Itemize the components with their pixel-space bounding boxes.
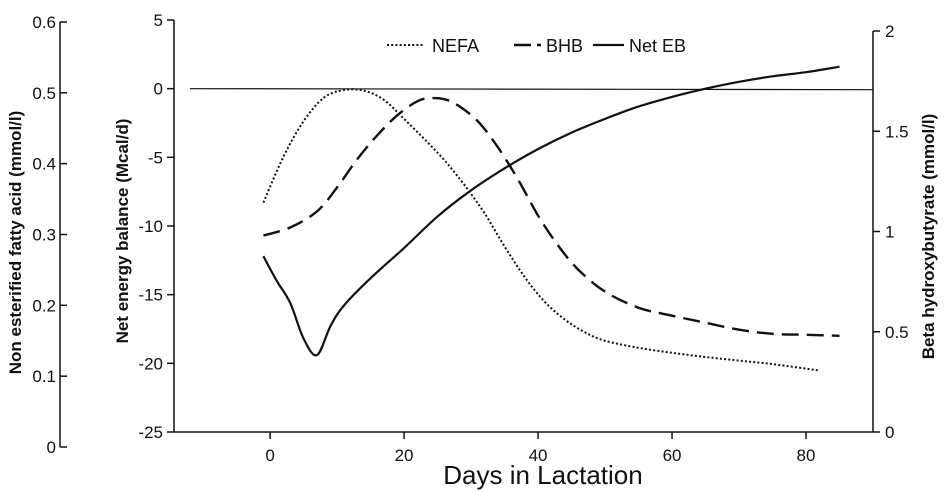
x-tick-label: 40 xyxy=(529,446,548,465)
x-tick-label: 0 xyxy=(265,446,274,465)
zero-reference-line xyxy=(189,88,874,91)
bhb-tick-label: 0 xyxy=(885,423,894,442)
bhb-tick-label: 1.5 xyxy=(885,122,909,141)
eb-tick-label: -10 xyxy=(138,217,163,236)
nefa-tick-label: 0.6 xyxy=(32,13,56,32)
series-line-bhb xyxy=(263,96,840,337)
eb-tick-label: -5 xyxy=(148,148,163,167)
series-line-nefa xyxy=(262,88,820,372)
bhb-tick-label: 1 xyxy=(885,223,894,242)
legend-label-bhb: BHB xyxy=(546,36,583,56)
x-tick-label: 60 xyxy=(663,446,682,465)
bhb-axis-title: Beta hydroxybutyrate (mmol/l) xyxy=(919,114,938,360)
series-line-net-eb xyxy=(262,65,840,357)
eb-tick-label: -20 xyxy=(138,354,163,373)
eb-tick-label: 5 xyxy=(154,11,163,30)
eb-tick-label: -25 xyxy=(138,423,163,442)
nefa-tick-label: 0.3 xyxy=(32,226,56,245)
nefa-tick-label: 0.1 xyxy=(32,367,56,386)
nefa-axis-title: Non esterified fatty acid (mmol/l) xyxy=(6,111,25,375)
nefa-tick-label: 0.4 xyxy=(32,155,56,174)
nefa-tick-label: 0.5 xyxy=(32,84,56,103)
x-axis-title: Days in Lactation xyxy=(443,460,642,490)
nefa-tick-label: 0.2 xyxy=(32,296,56,315)
eb-tick-label: 0 xyxy=(154,80,163,99)
x-tick-label: 20 xyxy=(395,446,414,465)
eb-tick-label: -15 xyxy=(138,286,163,305)
legend-label-net-eb: Net EB xyxy=(629,36,686,56)
eb-axis-title: Net energy balance (Mcal/d) xyxy=(113,119,132,344)
legend-label-nefa: NEFA xyxy=(432,36,479,56)
nefa-tick-label: 0 xyxy=(47,438,56,457)
bhb-tick-label: 0.5 xyxy=(885,323,909,342)
bhb-tick-label: 2 xyxy=(885,22,894,41)
x-tick-label: 80 xyxy=(797,446,816,465)
